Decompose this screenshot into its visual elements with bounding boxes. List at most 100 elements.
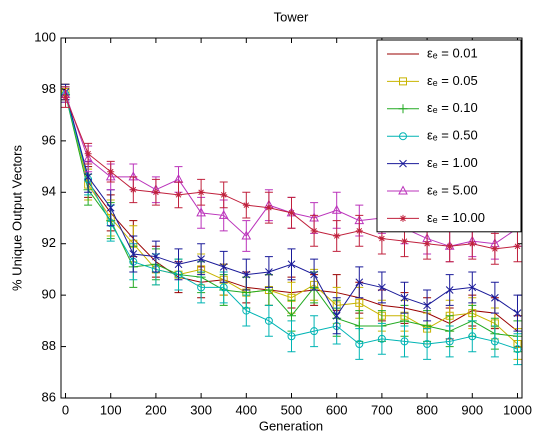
data-point <box>219 263 228 271</box>
x-tick-label: 600 <box>326 402 348 417</box>
legend-label: εₑ = 0.01 <box>427 45 478 60</box>
x-tick-label: 300 <box>190 402 212 417</box>
legend-marker <box>399 132 408 141</box>
data-point <box>196 207 206 217</box>
data-point <box>242 306 251 315</box>
data-point <box>220 191 228 199</box>
data-point <box>129 239 138 248</box>
data-point <box>287 293 296 302</box>
data-point <box>129 186 137 194</box>
data-point <box>400 237 408 245</box>
data-point <box>84 150 92 158</box>
x-tick-label: 500 <box>281 402 303 417</box>
data-point <box>84 175 93 184</box>
data-point <box>219 275 228 284</box>
data-point <box>491 293 499 302</box>
data-point <box>287 260 296 269</box>
data-point <box>197 265 206 274</box>
data-point <box>355 227 363 235</box>
x-tick-label: 900 <box>461 402 483 417</box>
data-point <box>445 311 454 320</box>
data-point <box>265 204 273 212</box>
data-point <box>175 191 183 199</box>
data-point <box>84 173 92 181</box>
data-point <box>378 283 386 292</box>
data-point <box>197 255 205 263</box>
legend-marker <box>398 185 408 195</box>
data-point <box>423 340 432 348</box>
data-point <box>152 188 160 196</box>
data-point <box>174 260 183 269</box>
data-point <box>242 270 251 279</box>
data-point <box>288 209 295 217</box>
data-point <box>62 93 70 101</box>
data-point <box>490 337 499 346</box>
data-point <box>333 232 341 240</box>
data-point <box>399 316 409 326</box>
legend-label: εₑ = 0.10 <box>427 100 478 115</box>
data-point <box>400 337 409 346</box>
data-point <box>468 283 477 292</box>
legend-marker <box>399 159 407 168</box>
y-tick-label: 100 <box>34 29 56 44</box>
data-point <box>264 316 273 325</box>
data-point <box>310 270 318 279</box>
y-tick-label: 94 <box>42 184 56 199</box>
data-point <box>378 235 386 243</box>
x-axis-label: Generation <box>259 418 323 433</box>
data-point <box>468 240 476 248</box>
data-point <box>468 332 477 341</box>
data-point <box>287 311 296 321</box>
legend-label: εₑ = 0.05 <box>427 73 478 88</box>
data-point <box>107 168 115 176</box>
data-point <box>265 268 273 276</box>
legend-marker <box>399 77 407 86</box>
data-point <box>287 332 296 341</box>
data-point <box>355 340 364 348</box>
x-tick-label: 1000 <box>503 402 532 417</box>
x-tick-label: 400 <box>235 402 257 417</box>
plot-frame <box>60 37 523 399</box>
data-point <box>445 286 454 294</box>
legend-label: εₑ = 0.50 <box>427 128 478 143</box>
x-tick-label: 200 <box>145 402 167 417</box>
y-tick-label: 96 <box>42 132 56 147</box>
data-point <box>106 203 115 212</box>
data-point <box>332 301 341 310</box>
data-point <box>219 283 228 292</box>
data-point <box>423 240 431 248</box>
data-point <box>174 270 183 279</box>
data-point <box>331 204 342 214</box>
data-point <box>197 188 205 196</box>
data-point <box>332 322 341 330</box>
y-tick-label: 90 <box>42 287 56 302</box>
data-point <box>377 311 386 320</box>
data-point <box>242 201 250 209</box>
data-point <box>310 280 319 289</box>
x-tick-label: 800 <box>416 402 438 417</box>
legend-label: εₑ = 1.00 <box>427 155 478 170</box>
data-point <box>490 319 499 328</box>
data-point <box>310 227 318 235</box>
x-tick-label: 0 <box>62 402 69 417</box>
data-point <box>513 345 522 354</box>
data-point <box>400 293 409 302</box>
y-tick-label: 88 <box>42 338 56 353</box>
data-point <box>468 309 477 318</box>
data-point <box>423 301 431 310</box>
data-point <box>241 230 252 240</box>
x-tick-label: 100 <box>100 402 122 417</box>
data-point <box>355 278 364 287</box>
data-point <box>377 334 386 343</box>
data-point <box>310 327 319 336</box>
legend-label: εₑ = 5.00 <box>427 182 478 197</box>
legend-marker <box>399 214 407 222</box>
y-tick-label: 86 <box>42 389 56 404</box>
x-tick-label: 700 <box>371 402 393 417</box>
data-point <box>491 245 499 253</box>
y-axis-label: % Unique Output Vectors <box>9 145 24 291</box>
series-line <box>65 91 518 345</box>
data-point <box>197 283 206 292</box>
